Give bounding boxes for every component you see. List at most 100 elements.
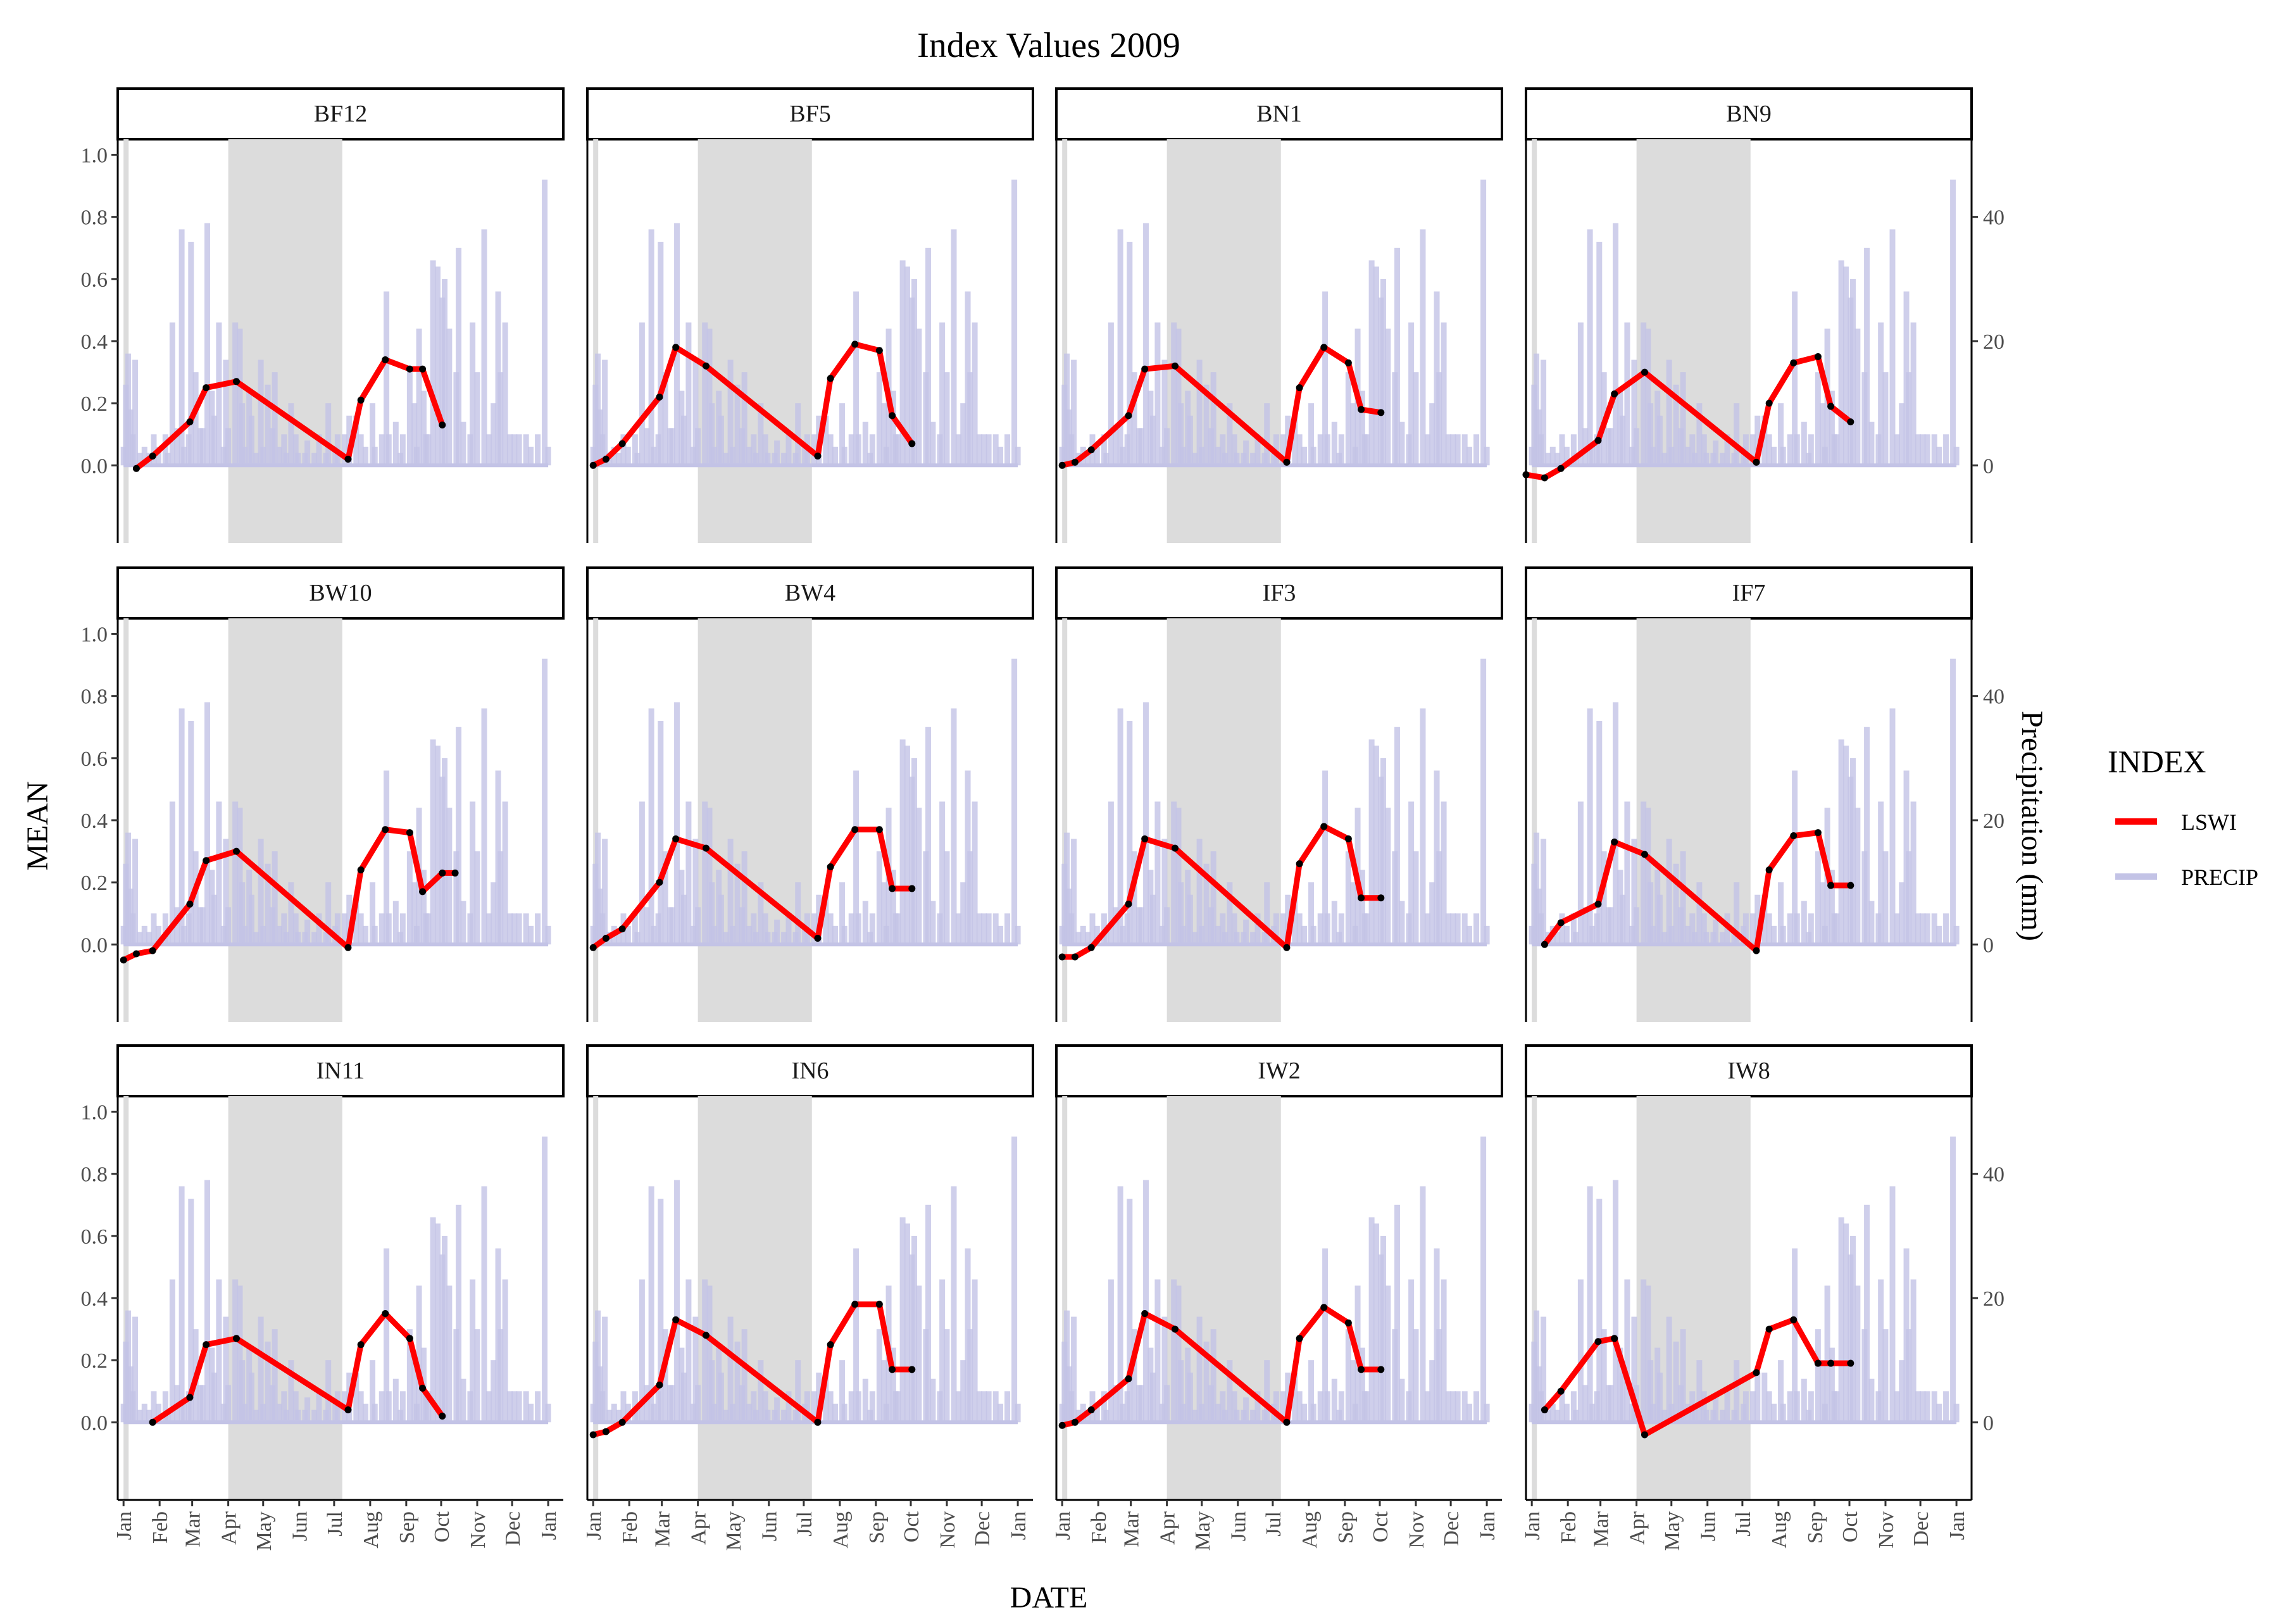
lswi-point <box>1765 399 1773 407</box>
y-tick-label: 0.6 <box>81 1225 108 1249</box>
lswi-point <box>1765 866 1773 874</box>
lswi-point <box>1283 1418 1291 1426</box>
lswi-point <box>1125 901 1132 908</box>
lswi-point <box>1611 1335 1618 1342</box>
x-tick-label: Jul <box>1732 1511 1755 1537</box>
panel-bw4: BW4 <box>586 566 1034 1022</box>
lswi-point <box>344 944 352 951</box>
lswi-point <box>851 826 859 834</box>
lswi-point <box>451 869 459 877</box>
lswi-point <box>439 1412 446 1420</box>
strip-label: BW4 <box>785 580 835 606</box>
lswi-point <box>1790 832 1798 840</box>
lswi-point <box>1814 829 1822 837</box>
lswi-point <box>1557 919 1565 927</box>
lswi-point <box>1611 838 1618 846</box>
y2-tick-label: 0 <box>1983 454 1994 478</box>
shaded-period <box>1532 139 1537 543</box>
x-tick-label: May <box>1661 1511 1684 1551</box>
panel-if7: IF7 0 20 40 <box>1525 566 2004 1022</box>
shaded-period <box>1166 139 1281 543</box>
strip-iw8 <box>1525 1044 1973 1097</box>
y2-tick-label: 20 <box>1983 330 2004 354</box>
lswi-point <box>1847 882 1854 889</box>
panel-in11: IN11 0.0 0.2 0.4 0.6 0.8 1.0 Jan Feb Mar Apr May Jun… <box>81 1044 565 1551</box>
x-tick-label: Feb <box>618 1511 642 1544</box>
y-tick-label: 0.6 <box>81 268 108 292</box>
chart-title: Index Values 2009 <box>917 26 1180 65</box>
lswi-line-in11 <box>149 1311 446 1425</box>
y-tick-label: 0.8 <box>81 685 108 709</box>
lswi-point <box>1847 418 1854 426</box>
lswi-point <box>1087 446 1095 454</box>
lswi-point <box>1283 458 1291 466</box>
lswi-point <box>814 934 822 942</box>
lswi-point <box>589 461 597 469</box>
y-tick-label: 0.2 <box>81 871 108 895</box>
lswi-point <box>672 835 680 842</box>
lswi-point <box>1753 947 1760 954</box>
lswi-point <box>1541 474 1548 482</box>
lswi-point <box>1377 894 1385 902</box>
strip-if3 <box>1055 566 1503 620</box>
x-tick-label: Apr <box>687 1511 711 1545</box>
x-tick-label: Apr <box>1626 1511 1649 1545</box>
shaded-period <box>1636 1096 1751 1500</box>
strip-label: IF7 <box>1732 580 1766 606</box>
x-tick-label: Dec <box>501 1511 525 1546</box>
x-tick-label: Dec <box>1910 1511 1933 1546</box>
lswi-point <box>1071 953 1079 961</box>
lswi-point <box>889 885 896 892</box>
x-tick-label: Jun <box>1227 1511 1251 1541</box>
x-tick-label: Jan <box>582 1511 606 1540</box>
lswi-point <box>1814 353 1822 361</box>
lswi-point <box>1171 844 1179 852</box>
x-tick-label: Sep <box>1334 1511 1358 1544</box>
lswi-point <box>232 1335 240 1342</box>
lswi-point <box>1141 365 1149 373</box>
facet-panels: BF12 0.0 0.2 0.4 0.6 0.8 1.0 BF5 BN1 BN9 0 20 40 BW10… <box>81 87 2004 1551</box>
panel-bn9: BN9 0 20 40 <box>1522 87 2004 543</box>
strip-label: BW10 <box>309 580 372 606</box>
lswi-point <box>814 1418 822 1426</box>
x-tick-label: Aug <box>829 1511 853 1549</box>
shaded-period <box>1636 618 1751 1022</box>
lswi-point <box>827 375 834 382</box>
lswi-point <box>232 378 240 385</box>
lswi-point <box>1358 1366 1365 1373</box>
lswi-point <box>357 866 365 874</box>
x-tick-label: Jan <box>113 1511 136 1540</box>
x-tick-label: Jun <box>289 1511 312 1541</box>
lswi-point <box>1594 901 1602 908</box>
shaded-period <box>593 618 599 1022</box>
lswi-point <box>1283 944 1291 951</box>
x-tick-label: Jul <box>323 1511 347 1537</box>
x-tick-label: Mar <box>1120 1511 1144 1547</box>
y-tick-label: 1.0 <box>81 1101 108 1125</box>
x-tick-label: Feb <box>1557 1511 1580 1544</box>
lswi-point <box>602 455 610 463</box>
y2-tick-label: 40 <box>1983 685 2004 709</box>
lswi-point <box>406 365 413 373</box>
strip-in6 <box>586 1044 1034 1097</box>
legend-label-precip: PRECIP <box>2181 865 2258 890</box>
strip-bf5 <box>586 87 1034 141</box>
y-tick-label: 1.0 <box>81 144 108 168</box>
y-tick-label: 0.4 <box>81 809 108 833</box>
shaded-period <box>123 1096 129 1500</box>
lswi-point <box>827 1341 834 1349</box>
lswi-point <box>1557 1387 1565 1395</box>
lswi-point <box>1344 835 1352 842</box>
lswi-point <box>827 863 834 871</box>
x-tick-label: Jul <box>793 1511 816 1537</box>
x-tick-label: Nov <box>1405 1511 1429 1549</box>
strip-label: IN6 <box>791 1058 829 1084</box>
lswi-point <box>149 947 156 954</box>
shaded-period <box>1062 618 1068 1022</box>
lswi-point <box>406 829 413 837</box>
shaded-period <box>1166 1096 1281 1500</box>
strip-bn9 <box>1525 87 1973 141</box>
lswi-point <box>1087 1406 1095 1414</box>
lswi-point <box>618 440 626 447</box>
shaded-period <box>1532 1096 1537 1500</box>
